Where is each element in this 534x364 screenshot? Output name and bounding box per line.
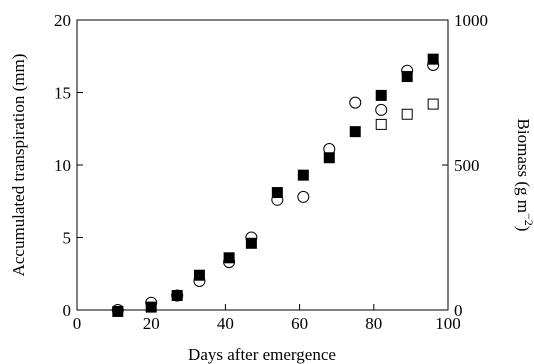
point-filled-square-4 [223,252,235,264]
point-filled-square-0 [112,305,124,317]
y-right-axis-label-superscript: −2 [522,213,534,226]
x-axis-ticks: 0 20 40 60 80 100 [73,304,461,333]
x-tick-label-1: 20 [143,314,160,333]
point-open-circle-9 [349,96,362,109]
point-filled-square-10 [375,89,387,101]
point-filled-square-11 [401,71,413,83]
y-right-tick-label-0: 0 [454,301,463,320]
x-tick-label-4: 80 [365,314,382,333]
point-filled-square-6 [271,187,283,199]
y-left-axis-label: Accumulated transpiration (mm) [9,54,28,277]
point-open-square-0 [375,118,387,130]
point-filled-square-5 [245,237,257,249]
point-filled-square-3 [193,269,205,281]
y-left-tick-label-3: 15 [54,84,71,103]
point-filled-square-2 [171,290,183,301]
point-filled-square-12 [427,53,439,65]
y-left-tick-label-1: 5 [63,229,72,248]
plot-frame [76,19,449,311]
point-filled-square-8 [323,152,335,164]
x-tick-label-0: 0 [73,314,82,333]
y-right-axis-label-close: ) [514,226,533,232]
point-filled-square-7 [297,169,309,181]
x-axis-label: Days after emergence [188,345,336,364]
point-open-square-1 [401,108,413,120]
point-open-circle-10 [375,103,388,116]
point-open-square-2 [427,98,439,110]
y-right-axis-label: Biomass (g m−2) [514,119,534,232]
y-right-tick-label-1: 500 [454,156,480,175]
y-left-axis-ticks: 0 5 10 15 20 [54,11,83,320]
y-left-tick-label-2: 10 [54,156,71,175]
point-filled-square-9 [349,126,361,138]
data-points [111,53,440,317]
y-left-tick-label-4: 20 [54,11,71,30]
y-right-tick-label-2: 1000 [454,11,488,30]
y-right-axis-ticks: 0 500 1000 [442,11,488,320]
y-left-tick-label-0: 0 [63,301,72,320]
point-filled-square-1 [145,301,157,313]
x-tick-label-2: 40 [217,314,234,333]
y-right-axis-label-main: Biomass (g m [514,119,533,213]
x-tick-label-5: 100 [435,314,461,333]
x-tick-label-3: 60 [291,314,308,333]
point-open-circle-7 [297,190,310,203]
